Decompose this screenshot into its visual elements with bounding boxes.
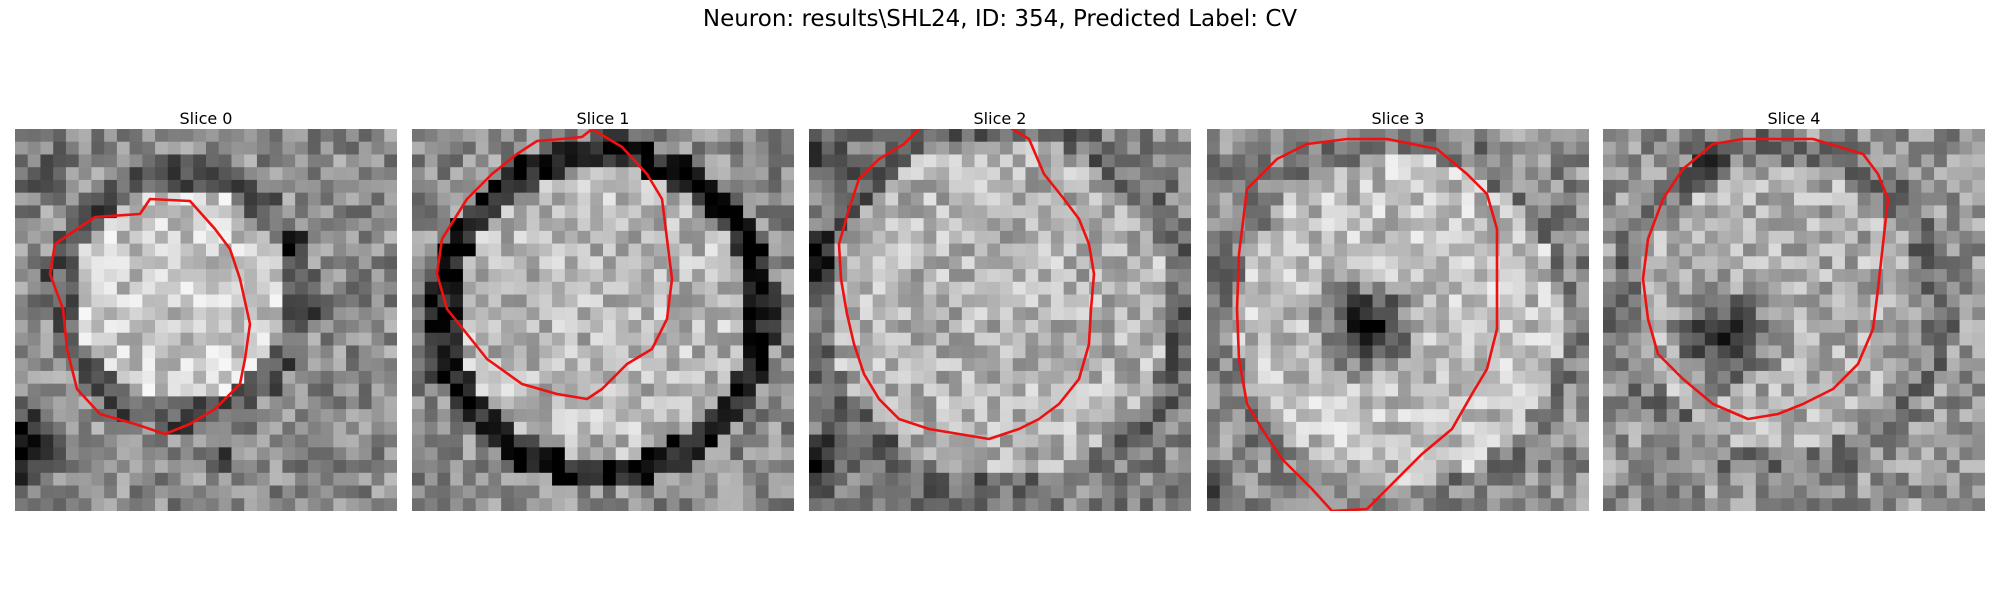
contour-line (1235, 137, 1499, 511)
contour-line (1641, 137, 1890, 421)
slice-image-1 (412, 129, 794, 511)
slice-title: Slice 3 (1371, 109, 1425, 128)
slice-title: Slice 0 (179, 109, 233, 128)
slice-panel-4: Slice 4 (1603, 105, 1985, 513)
slice-panel-1: Slice 1 (412, 105, 794, 513)
slice-title: Slice 2 (973, 109, 1027, 128)
slice-panel-2: Slice 2 (809, 105, 1191, 513)
pixel-grid (1603, 129, 1985, 511)
slice-image-0 (15, 129, 397, 511)
pixel-grid (809, 129, 1191, 511)
pixel-grid (1207, 129, 1589, 511)
slice-panel-3: Slice 3 (1207, 105, 1589, 513)
contour-line (48, 197, 252, 436)
contour-line (837, 129, 1096, 441)
slice-panel-0: Slice 0 (15, 105, 397, 513)
slice-image-2 (809, 129, 1191, 511)
contour-line (435, 129, 674, 401)
figure-title: Neuron: results\SHL24, ID: 354, Predicte… (702, 6, 1298, 32)
slice-title: Slice 1 (576, 109, 630, 128)
slice-image-4 (1603, 129, 1985, 511)
pixel-grid (15, 129, 397, 511)
slice-title: Slice 4 (1767, 109, 1821, 128)
slice-image-3 (1207, 129, 1589, 511)
pixel-grid (412, 129, 794, 511)
